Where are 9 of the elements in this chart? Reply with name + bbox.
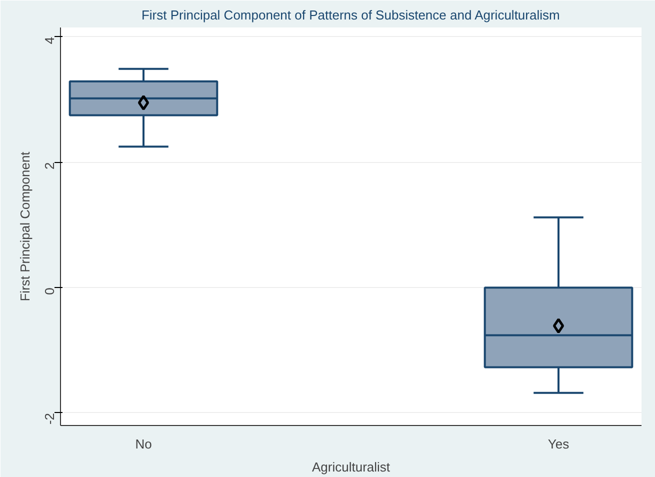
y-tick-label: 2 xyxy=(42,162,57,170)
y-tick-label: 4 xyxy=(42,36,57,44)
x-tick-label: Yes xyxy=(548,436,570,452)
y-tick-label: 0 xyxy=(42,288,57,295)
chart-title: First Principal Component of Patterns of Subsistence and Agriculturalism xyxy=(141,8,560,22)
x-tick-label: No xyxy=(135,436,152,452)
x-axis-title: Agriculturalist xyxy=(312,460,390,474)
y-tick-label: -2 xyxy=(42,412,57,425)
y-axis-title: First Principal Component xyxy=(18,151,32,302)
